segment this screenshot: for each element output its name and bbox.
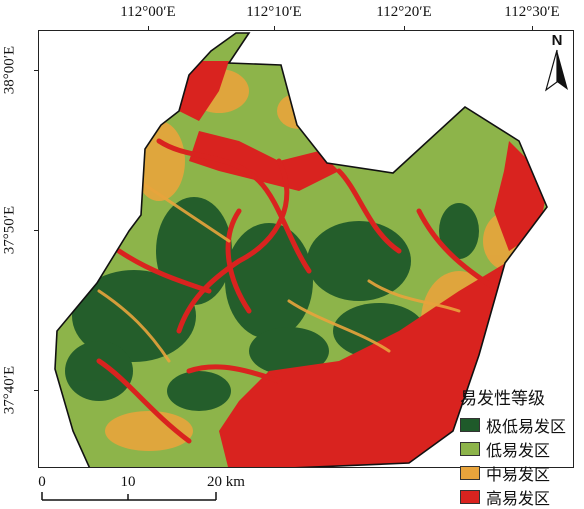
scale-label-20: 20 km [207, 474, 245, 490]
latitude-label-38-00: 38°00′E [1, 45, 18, 95]
legend: 易发性等级 极低易发区 低易发区 中易发区 高易发区 [460, 384, 566, 509]
legend-item-high: 高易发区 [460, 485, 566, 509]
legend-swatch-low [460, 442, 480, 456]
legend-swatch-high [460, 490, 480, 504]
tick-left-1 [34, 70, 38, 71]
tick-top-3 [404, 26, 405, 30]
tick-top-4 [532, 26, 533, 30]
legend-label-high: 高易发区 [486, 489, 551, 508]
tick-top-2 [274, 26, 275, 30]
longitude-label-112-20: 112°20′E [376, 4, 432, 20]
tick-left-2 [34, 230, 38, 231]
scale-label-10: 10 [120, 474, 136, 490]
legend-swatch-medium [460, 466, 480, 480]
scale-label-0: 0 [38, 474, 46, 490]
longitude-label-112-00: 112°00′E [120, 4, 176, 20]
legend-label-medium: 中易发区 [486, 465, 551, 484]
legend-item-very-low: 极低易发区 [460, 413, 566, 437]
map-frame [38, 30, 574, 468]
legend-swatch-very-low [460, 418, 480, 432]
north-arrow: N [540, 32, 574, 100]
legend-item-medium: 中易发区 [460, 461, 566, 485]
study-area-boundary [54, 32, 548, 467]
susceptibility-map [54, 32, 548, 467]
legend-title: 易发性等级 [460, 389, 545, 409]
scale-bar [41, 492, 217, 501]
legend-label-low: 低易发区 [486, 441, 551, 460]
legend-label-very-low: 极低易发区 [486, 417, 567, 436]
legend-item-low: 低易发区 [460, 437, 566, 461]
north-arrow-label: N [551, 32, 563, 49]
latitude-label-37-40: 37°40′E [1, 365, 18, 415]
north-arrow-icon [544, 49, 568, 92]
tick-left-3 [34, 390, 38, 391]
latitude-label-37-50: 37°50′E [1, 205, 18, 255]
longitude-label-112-30: 112°30′E [504, 4, 560, 20]
longitude-label-112-10: 112°10′E [246, 4, 302, 20]
tick-top-1 [148, 26, 149, 30]
